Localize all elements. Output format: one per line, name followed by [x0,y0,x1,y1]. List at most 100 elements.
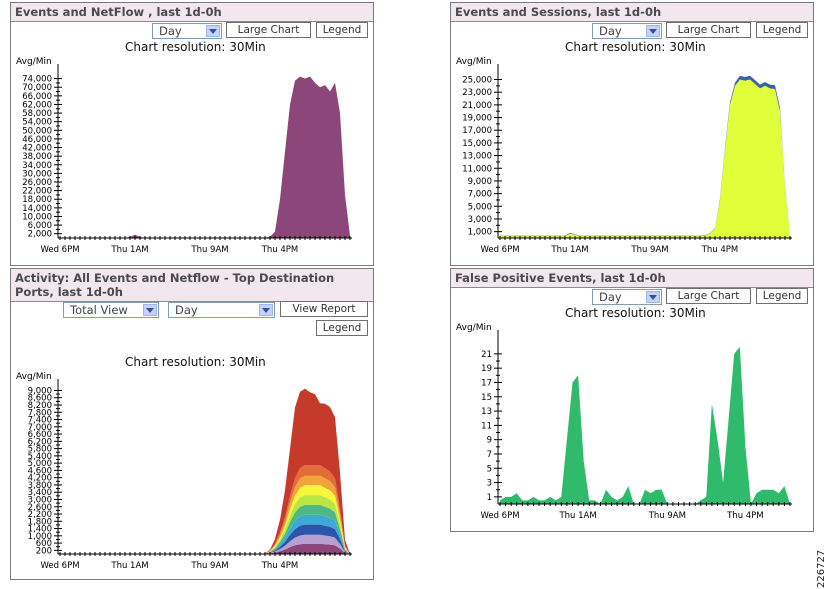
ports-period-value: Day [175,303,198,317]
ports-ytick-label: 4,600 [28,466,52,476]
netflow-large-chart-button[interactable]: Large Chart [226,22,311,38]
ports-series-6 [60,485,350,554]
false-positive-panel-title: False Positive Events, last 1d-0h [451,269,813,288]
false_positive-ytick-label: 11 [481,421,492,431]
ports-ytick-label: 8,200 [28,401,52,411]
false_positive-ytick-label: 19 [481,364,492,374]
ports-series-9 [60,388,350,554]
false_positive-ytick-label: 7 [487,450,492,460]
ports-period-select[interactable]: Day [168,302,275,318]
ports-ytick-label: 3,400 [28,488,52,498]
ports-series-7 [60,475,350,554]
ports-legend-button[interactable]: Legend [316,320,368,336]
sessions-xtick-label: Wed 6PM [480,245,519,255]
ports-ytick-label: 2,600 [28,503,52,513]
netflow-ytick-label: 34,000 [22,161,52,171]
false_positive-ytick-label: 13 [481,407,492,417]
ports-series-2 [60,524,350,554]
sessions-period-value: Day [599,24,622,38]
false_positive-ytick-label: 3 [487,479,492,489]
sessions-ytick-label: 21,000 [462,101,492,111]
ports-view-select[interactable]: Total View [63,302,159,318]
netflow-ytick-label: 66,000 [22,92,52,102]
ports-xtick-label: Thu 1AM [110,561,148,571]
sessions-unit-label: Avg/Min [456,57,492,67]
ports-ytick-label: 1,400 [28,525,52,535]
netflow-period-select[interactable]: Day [152,23,222,39]
netflow-ytick-label: 18,000 [22,195,52,205]
netflow-chart: 2,0006,00010,00014,00018,00022,00026,000… [22,64,352,255]
ports-ytick-label: 600 [36,539,52,549]
false_positive-ytick-label: 5 [487,464,492,474]
ports-xtick-label: Thu 9AM [190,561,228,571]
false_positive-ytick-label: 9 [487,436,492,446]
false-positive-legend-button[interactable]: Legend [756,288,808,304]
netflow-ytick-label: 62,000 [22,100,52,110]
netflow-ytick-label: 22,000 [22,187,52,197]
ports-ytick-label: 7,800 [28,408,52,418]
ports-ytick-label: 1,800 [28,517,52,527]
netflow-ytick-label: 2,000 [28,230,52,240]
sessions-ytick-label: 19,000 [462,114,492,124]
ports-ytick-label: 5,800 [28,445,52,455]
ports-ytick-label: 1,000 [28,532,52,542]
sessions-period-select[interactable]: Day [592,23,662,39]
chevron-down-icon[interactable] [646,25,660,37]
false-positive-resolution: Chart resolution: 30Min [565,306,706,320]
netflow-legend-button[interactable]: Legend [316,22,368,38]
netflow-ytick-label: 50,000 [22,126,52,136]
sessions-large-chart-button[interactable]: Large Chart [666,22,751,38]
netflow-ytick-label: 46,000 [22,135,52,145]
sessions-ytick-label: 15,000 [462,139,492,149]
ports-ytick-label: 5,400 [28,452,52,462]
netflow-ytick-label: 38,000 [22,152,52,162]
ports-panel-title: Activity: All Events and Netflow - Top D… [11,269,373,302]
netflow-ytick-label: 42,000 [22,144,52,154]
chevron-down-icon[interactable] [646,291,660,303]
ports-series-1 [60,534,350,554]
sessions-ytick-label: 23,000 [462,88,492,98]
netflow-ytick-label: 30,000 [22,169,52,179]
false_positive-series-0 [500,346,790,504]
netflow-xtick-label: Wed 6PM [40,245,79,255]
chevron-down-icon[interactable] [206,25,220,37]
false_positive-ytick-label: 21 [481,350,492,360]
false_positive-xtick-label: Thu 1AM [558,511,596,521]
ports-view-value: Total View [70,303,128,317]
sessions-resolution: Chart resolution: 30Min [565,40,706,54]
ports-ytick-label: 8,600 [28,394,52,404]
false-positive-large-chart-button[interactable]: Large Chart [666,288,751,304]
sessions-legend-button[interactable]: Legend [756,22,808,38]
netflow-period-value: Day [159,24,182,38]
sessions-ytick-label: 25,000 [462,76,492,86]
netflow-ytick-label: 74,000 [22,75,52,85]
ports-series-5 [60,495,350,554]
false_positive-xtick-label: Wed 6PM [480,511,519,521]
sessions-ytick-label: 11,000 [462,164,492,174]
ports-series-8 [60,465,350,554]
false_positive-xtick-label: Thu 4PM [726,511,764,521]
sessions-ytick-label: 1,000 [468,228,492,238]
ports-series-0 [60,543,350,554]
sessions-ytick-label: 13,000 [462,152,492,162]
ports-view-report-button[interactable]: View Report [280,301,368,317]
sessions-ytick-label: 17,000 [462,126,492,136]
ports-ytick-label: 6,600 [28,430,52,440]
chevron-down-icon[interactable] [259,304,273,316]
sessions-xtick-label: Thu 4PM [701,245,739,255]
sessions-panel-title: Events and Sessions, last 1d-0h [451,3,813,22]
sessions-xtick-label: Thu 9AM [630,245,668,255]
chevron-down-icon[interactable] [143,304,157,316]
sessions-xtick-label: Thu 1AM [550,245,588,255]
sessions-chart: 1,000 3,000 5,000 7,000 9,000 11,000 13,000 15,… [462,64,792,255]
false-positive-period-select[interactable]: Day [592,289,662,305]
ports-xtick-label: Wed 6PM [40,561,79,571]
sessions-ytick-label: 3,000 [468,215,492,225]
ports-resolution: Chart resolution: 30Min [125,355,266,369]
sessions-series-0 [500,79,790,238]
netflow-ytick-label: 54,000 [22,118,52,128]
netflow-ytick-label: 14,000 [22,204,52,214]
ports-unit-label: Avg/Min [16,372,52,382]
ports-ytick-label: 3,800 [28,481,52,491]
